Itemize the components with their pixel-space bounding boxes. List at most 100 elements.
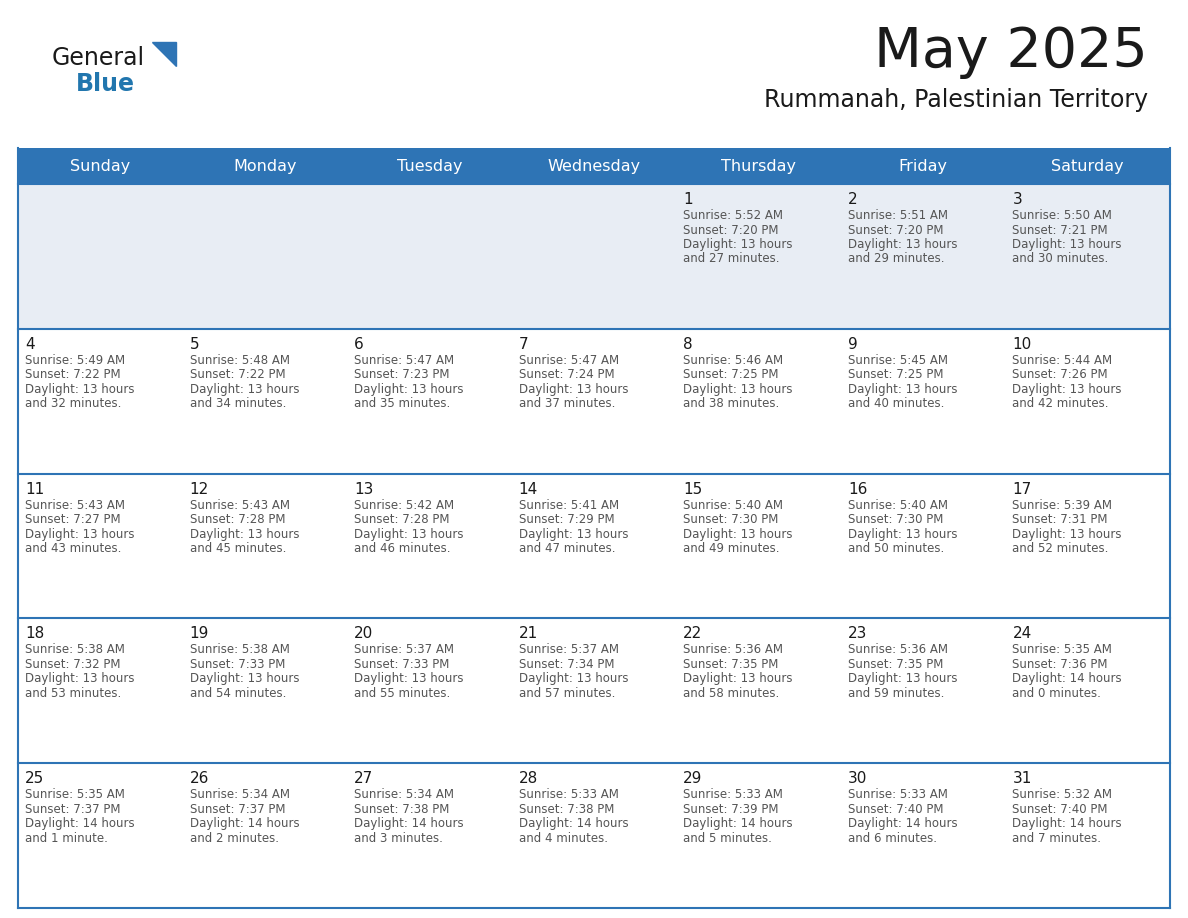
- Text: 5: 5: [190, 337, 200, 352]
- Text: Sunrise: 5:45 AM: Sunrise: 5:45 AM: [848, 353, 948, 367]
- Text: 22: 22: [683, 626, 702, 642]
- Text: 21: 21: [519, 626, 538, 642]
- Bar: [18, 763, 1170, 908]
- Text: Daylight: 13 hours: Daylight: 13 hours: [190, 528, 299, 541]
- Text: Daylight: 13 hours: Daylight: 13 hours: [354, 383, 463, 396]
- Text: 17: 17: [1012, 482, 1031, 497]
- Text: Sunset: 7:22 PM: Sunset: 7:22 PM: [25, 368, 121, 381]
- Text: 29: 29: [683, 771, 702, 786]
- Text: and 0 minutes.: and 0 minutes.: [1012, 687, 1101, 700]
- Text: and 45 minutes.: and 45 minutes.: [190, 543, 286, 555]
- Text: 20: 20: [354, 626, 373, 642]
- Text: Sunrise: 5:38 AM: Sunrise: 5:38 AM: [25, 644, 125, 656]
- Text: Sunset: 7:21 PM: Sunset: 7:21 PM: [1012, 223, 1108, 237]
- Text: Sunrise: 5:33 AM: Sunrise: 5:33 AM: [519, 789, 619, 801]
- Text: Sunrise: 5:51 AM: Sunrise: 5:51 AM: [848, 209, 948, 222]
- Text: Sunrise: 5:33 AM: Sunrise: 5:33 AM: [848, 789, 948, 801]
- Text: Monday: Monday: [233, 159, 297, 174]
- Text: Sunrise: 5:32 AM: Sunrise: 5:32 AM: [1012, 789, 1112, 801]
- Text: Daylight: 13 hours: Daylight: 13 hours: [354, 528, 463, 541]
- Text: Sunset: 7:40 PM: Sunset: 7:40 PM: [1012, 802, 1108, 816]
- Text: Thursday: Thursday: [721, 159, 796, 174]
- Text: Sunrise: 5:33 AM: Sunrise: 5:33 AM: [683, 789, 783, 801]
- Text: Daylight: 13 hours: Daylight: 13 hours: [1012, 528, 1121, 541]
- Text: Daylight: 14 hours: Daylight: 14 hours: [25, 817, 134, 830]
- Text: Daylight: 13 hours: Daylight: 13 hours: [25, 672, 134, 686]
- Text: Sunrise: 5:47 AM: Sunrise: 5:47 AM: [519, 353, 619, 367]
- Text: and 1 minute.: and 1 minute.: [25, 832, 108, 845]
- Text: Sunrise: 5:41 AM: Sunrise: 5:41 AM: [519, 498, 619, 511]
- Text: Sunrise: 5:48 AM: Sunrise: 5:48 AM: [190, 353, 290, 367]
- Text: Sunrise: 5:52 AM: Sunrise: 5:52 AM: [683, 209, 783, 222]
- Text: Sunrise: 5:39 AM: Sunrise: 5:39 AM: [1012, 498, 1112, 511]
- Text: 16: 16: [848, 482, 867, 497]
- Text: 2: 2: [848, 192, 858, 207]
- Text: and 40 minutes.: and 40 minutes.: [848, 397, 944, 410]
- Text: 6: 6: [354, 337, 364, 352]
- Text: and 27 minutes.: and 27 minutes.: [683, 252, 779, 265]
- Text: 25: 25: [25, 771, 44, 786]
- Text: Daylight: 14 hours: Daylight: 14 hours: [1012, 817, 1121, 830]
- Text: and 59 minutes.: and 59 minutes.: [848, 687, 944, 700]
- Text: and 34 minutes.: and 34 minutes.: [190, 397, 286, 410]
- Text: and 47 minutes.: and 47 minutes.: [519, 543, 615, 555]
- Text: and 55 minutes.: and 55 minutes.: [354, 687, 450, 700]
- Text: 4: 4: [25, 337, 34, 352]
- Bar: [18, 148, 1170, 184]
- Text: Sunset: 7:33 PM: Sunset: 7:33 PM: [354, 658, 449, 671]
- Text: Daylight: 13 hours: Daylight: 13 hours: [848, 528, 958, 541]
- Text: and 3 minutes.: and 3 minutes.: [354, 832, 443, 845]
- Text: General: General: [52, 46, 145, 70]
- Text: Sunset: 7:20 PM: Sunset: 7:20 PM: [683, 223, 779, 237]
- Text: Sunrise: 5:36 AM: Sunrise: 5:36 AM: [683, 644, 783, 656]
- Text: Daylight: 13 hours: Daylight: 13 hours: [848, 672, 958, 686]
- Text: 14: 14: [519, 482, 538, 497]
- Text: Sunrise: 5:34 AM: Sunrise: 5:34 AM: [354, 789, 454, 801]
- Text: 18: 18: [25, 626, 44, 642]
- Text: 27: 27: [354, 771, 373, 786]
- Text: 9: 9: [848, 337, 858, 352]
- Text: Daylight: 13 hours: Daylight: 13 hours: [25, 383, 134, 396]
- Text: and 32 minutes.: and 32 minutes.: [25, 397, 121, 410]
- Text: Sunset: 7:37 PM: Sunset: 7:37 PM: [190, 802, 285, 816]
- Text: May 2025: May 2025: [874, 25, 1148, 79]
- Text: Sunset: 7:29 PM: Sunset: 7:29 PM: [519, 513, 614, 526]
- Text: Sunrise: 5:34 AM: Sunrise: 5:34 AM: [190, 789, 290, 801]
- Text: Sunset: 7:27 PM: Sunset: 7:27 PM: [25, 513, 121, 526]
- Text: Daylight: 13 hours: Daylight: 13 hours: [683, 383, 792, 396]
- Text: Sunrise: 5:36 AM: Sunrise: 5:36 AM: [848, 644, 948, 656]
- Text: Sunrise: 5:35 AM: Sunrise: 5:35 AM: [1012, 644, 1112, 656]
- Text: Daylight: 13 hours: Daylight: 13 hours: [354, 672, 463, 686]
- Text: 23: 23: [848, 626, 867, 642]
- Text: and 2 minutes.: and 2 minutes.: [190, 832, 278, 845]
- Text: Sunrise: 5:37 AM: Sunrise: 5:37 AM: [519, 644, 619, 656]
- Text: Sunrise: 5:42 AM: Sunrise: 5:42 AM: [354, 498, 454, 511]
- Text: Sunset: 7:40 PM: Sunset: 7:40 PM: [848, 802, 943, 816]
- Text: 30: 30: [848, 771, 867, 786]
- Text: Sunset: 7:28 PM: Sunset: 7:28 PM: [190, 513, 285, 526]
- Text: 11: 11: [25, 482, 44, 497]
- Text: Sunset: 7:30 PM: Sunset: 7:30 PM: [683, 513, 778, 526]
- Text: Sunset: 7:23 PM: Sunset: 7:23 PM: [354, 368, 449, 381]
- Text: and 35 minutes.: and 35 minutes.: [354, 397, 450, 410]
- Text: Sunrise: 5:47 AM: Sunrise: 5:47 AM: [354, 353, 454, 367]
- Text: Sunset: 7:35 PM: Sunset: 7:35 PM: [848, 658, 943, 671]
- Text: and 58 minutes.: and 58 minutes.: [683, 687, 779, 700]
- Text: Daylight: 13 hours: Daylight: 13 hours: [683, 528, 792, 541]
- Text: and 52 minutes.: and 52 minutes.: [1012, 543, 1108, 555]
- Text: Daylight: 13 hours: Daylight: 13 hours: [683, 238, 792, 251]
- Text: Sunset: 7:31 PM: Sunset: 7:31 PM: [1012, 513, 1108, 526]
- Text: 15: 15: [683, 482, 702, 497]
- Text: Sunset: 7:26 PM: Sunset: 7:26 PM: [1012, 368, 1108, 381]
- Text: Daylight: 13 hours: Daylight: 13 hours: [1012, 238, 1121, 251]
- Text: and 49 minutes.: and 49 minutes.: [683, 543, 779, 555]
- Text: Sunrise: 5:40 AM: Sunrise: 5:40 AM: [848, 498, 948, 511]
- Bar: [18, 184, 1170, 329]
- Text: Sunset: 7:20 PM: Sunset: 7:20 PM: [848, 223, 943, 237]
- Text: Sunrise: 5:40 AM: Sunrise: 5:40 AM: [683, 498, 783, 511]
- Text: Daylight: 14 hours: Daylight: 14 hours: [519, 817, 628, 830]
- Text: Daylight: 13 hours: Daylight: 13 hours: [848, 238, 958, 251]
- Text: 7: 7: [519, 337, 529, 352]
- Text: Daylight: 13 hours: Daylight: 13 hours: [519, 672, 628, 686]
- Text: Daylight: 13 hours: Daylight: 13 hours: [25, 528, 134, 541]
